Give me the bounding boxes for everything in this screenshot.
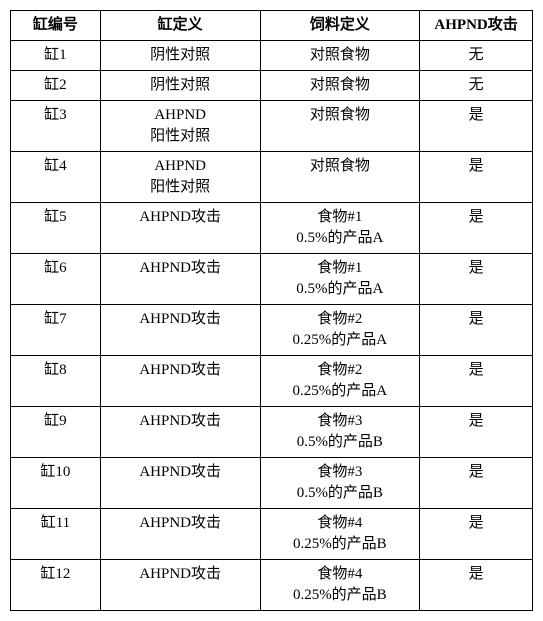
cell-def: AHPND攻击 bbox=[100, 407, 260, 458]
table-row: 缸1阴性对照对照食物无 bbox=[11, 41, 533, 71]
cell-attack: 是 bbox=[420, 203, 533, 254]
cell-id: 缸5 bbox=[11, 203, 101, 254]
cell-attack: 是 bbox=[420, 560, 533, 611]
cell-attack: 是 bbox=[420, 356, 533, 407]
table-row: 缸7AHPND攻击食物#20.25%的产品A是 bbox=[11, 305, 533, 356]
table-body: 缸1阴性对照对照食物无缸2阴性对照对照食物无缸3AHPND阳性对照对照食物是缸4… bbox=[11, 41, 533, 611]
cell-id: 缸8 bbox=[11, 356, 101, 407]
cell-def: AHPND攻击 bbox=[100, 560, 260, 611]
cell-id: 缸2 bbox=[11, 71, 101, 101]
table-row: 缸12AHPND攻击食物#40.25%的产品B是 bbox=[11, 560, 533, 611]
cell-feed: 对照食物 bbox=[260, 41, 420, 71]
cell-attack: 是 bbox=[420, 152, 533, 203]
cell-def: AHPND攻击 bbox=[100, 509, 260, 560]
cell-def: AHPND攻击 bbox=[100, 254, 260, 305]
cell-def: AHPND阳性对照 bbox=[100, 152, 260, 203]
cell-feed: 食物#40.25%的产品B bbox=[260, 509, 420, 560]
cell-id: 缸6 bbox=[11, 254, 101, 305]
cell-id: 缸1 bbox=[11, 41, 101, 71]
col-header-feed: 饲料定义 bbox=[260, 11, 420, 41]
table-row: 缸11AHPND攻击食物#40.25%的产品B是 bbox=[11, 509, 533, 560]
cell-attack: 是 bbox=[420, 509, 533, 560]
col-header-def: 缸定义 bbox=[100, 11, 260, 41]
table-row: 缸6AHPND攻击食物#10.5%的产品A是 bbox=[11, 254, 533, 305]
cell-feed: 对照食物 bbox=[260, 71, 420, 101]
cell-id: 缸3 bbox=[11, 101, 101, 152]
cell-attack: 是 bbox=[420, 254, 533, 305]
cell-id: 缸7 bbox=[11, 305, 101, 356]
cell-attack: 是 bbox=[420, 407, 533, 458]
table-row: 缸9AHPND攻击食物#30.5%的产品B是 bbox=[11, 407, 533, 458]
table-row: 缸2阴性对照对照食物无 bbox=[11, 71, 533, 101]
cell-id: 缸11 bbox=[11, 509, 101, 560]
cell-id: 缸10 bbox=[11, 458, 101, 509]
table-row: 缸4AHPND阳性对照对照食物是 bbox=[11, 152, 533, 203]
cell-feed: 食物#20.25%的产品A bbox=[260, 305, 420, 356]
cell-def: AHPND攻击 bbox=[100, 356, 260, 407]
cell-feed: 食物#30.5%的产品B bbox=[260, 458, 420, 509]
table-row: 缸3AHPND阳性对照对照食物是 bbox=[11, 101, 533, 152]
cell-feed: 食物#10.5%的产品A bbox=[260, 203, 420, 254]
cell-attack: 是 bbox=[420, 101, 533, 152]
cell-feed: 对照食物 bbox=[260, 101, 420, 152]
cell-attack: 无 bbox=[420, 71, 533, 101]
cell-def: AHPND攻击 bbox=[100, 305, 260, 356]
cell-attack: 是 bbox=[420, 305, 533, 356]
table-row: 缸10AHPND攻击食物#30.5%的产品B是 bbox=[11, 458, 533, 509]
cell-feed: 食物#20.25%的产品A bbox=[260, 356, 420, 407]
cell-feed: 对照食物 bbox=[260, 152, 420, 203]
cell-def: 阴性对照 bbox=[100, 41, 260, 71]
cell-def: 阴性对照 bbox=[100, 71, 260, 101]
table-row: 缸5AHPND攻击食物#10.5%的产品A是 bbox=[11, 203, 533, 254]
cell-feed: 食物#10.5%的产品A bbox=[260, 254, 420, 305]
table-row: 缸8AHPND攻击食物#20.25%的产品A是 bbox=[11, 356, 533, 407]
cell-feed: 食物#30.5%的产品B bbox=[260, 407, 420, 458]
header-row: 缸编号 缸定义 饲料定义 AHPND攻击 bbox=[11, 11, 533, 41]
cell-def: AHPND阳性对照 bbox=[100, 101, 260, 152]
cell-attack: 无 bbox=[420, 41, 533, 71]
col-header-attack: AHPND攻击 bbox=[420, 11, 533, 41]
cell-attack: 是 bbox=[420, 458, 533, 509]
cell-feed: 食物#40.25%的产品B bbox=[260, 560, 420, 611]
cell-def: AHPND攻击 bbox=[100, 458, 260, 509]
cell-id: 缸4 bbox=[11, 152, 101, 203]
experiment-table: 缸编号 缸定义 饲料定义 AHPND攻击 缸1阴性对照对照食物无缸2阴性对照对照… bbox=[10, 10, 533, 611]
cell-id: 缸9 bbox=[11, 407, 101, 458]
cell-id: 缸12 bbox=[11, 560, 101, 611]
cell-def: AHPND攻击 bbox=[100, 203, 260, 254]
col-header-id: 缸编号 bbox=[11, 11, 101, 41]
